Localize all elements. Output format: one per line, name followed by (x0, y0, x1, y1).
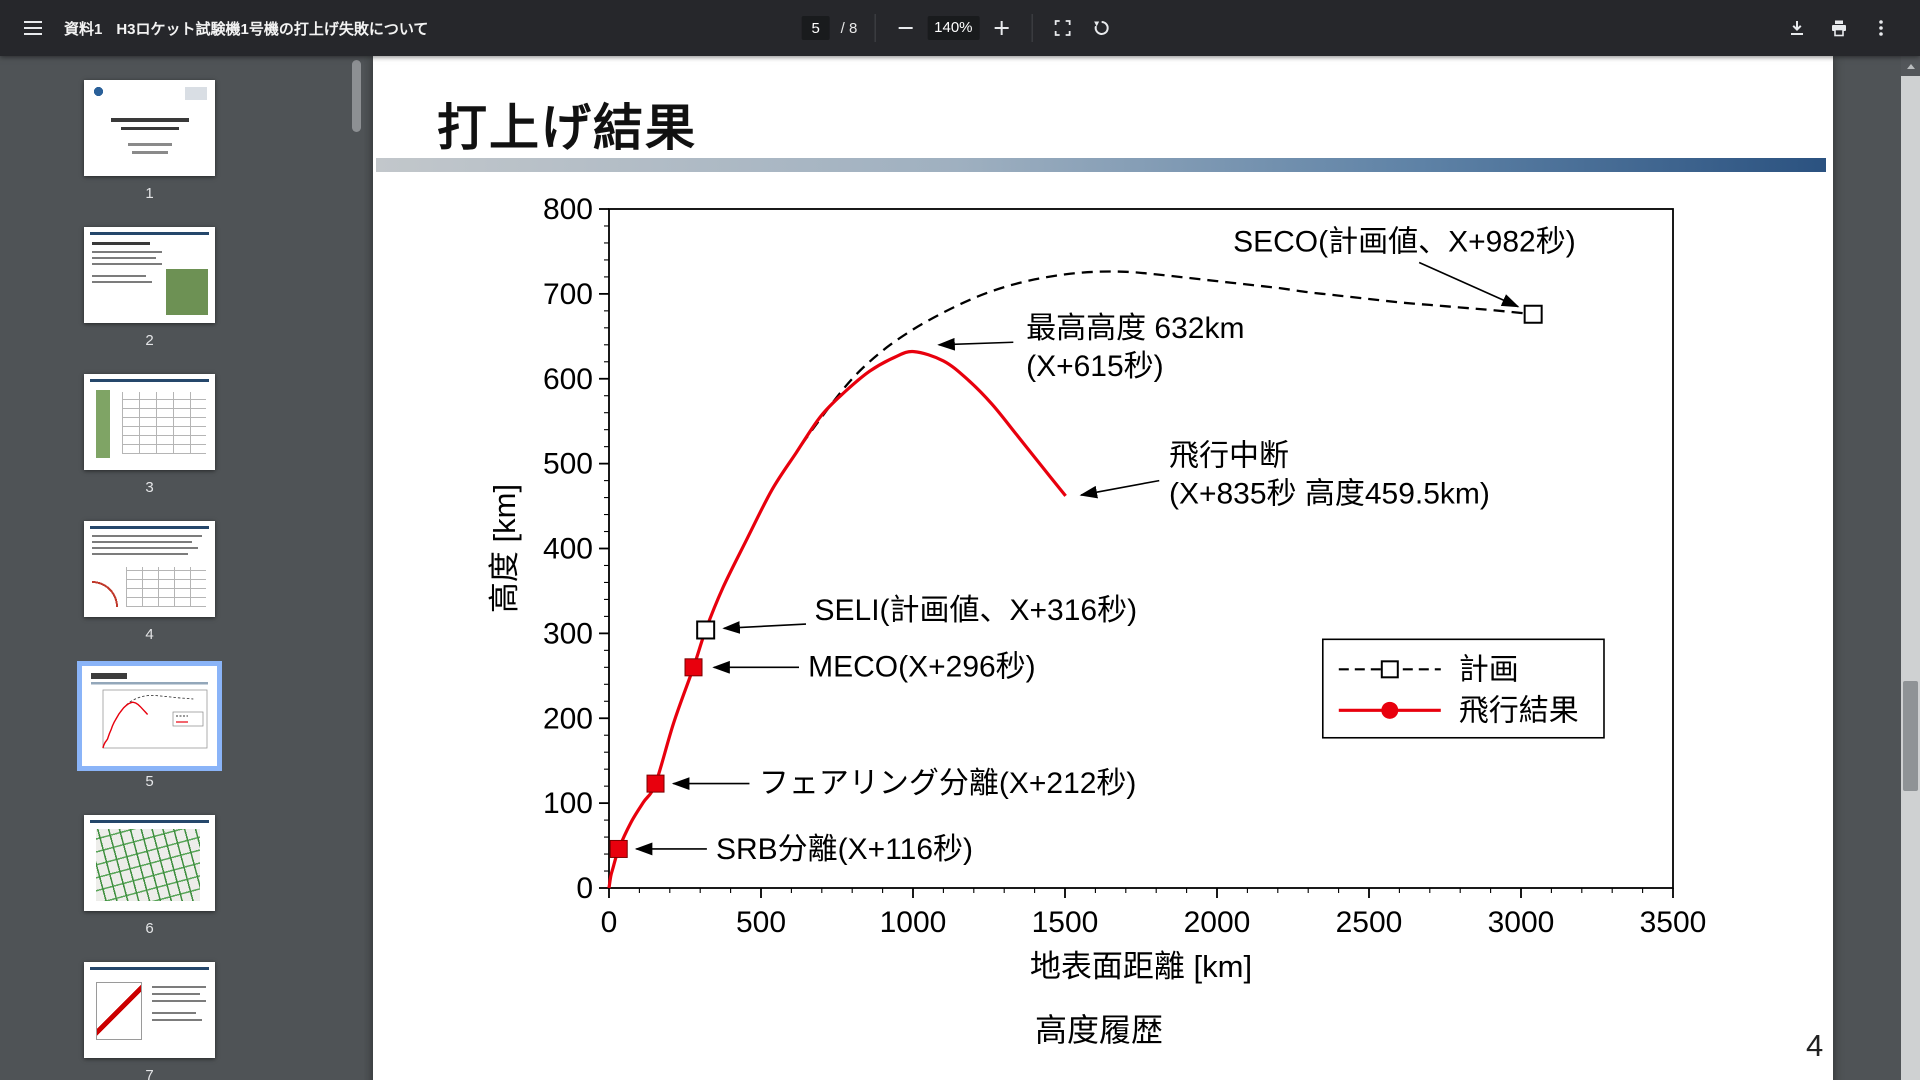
svg-text:2500: 2500 (1336, 906, 1403, 939)
menu-button[interactable] (16, 11, 50, 45)
minus-icon (898, 27, 913, 29)
slide-title: 打上げ結果 (437, 100, 697, 156)
svg-text:MECO(X+296秒): MECO(X+296秒) (808, 651, 1036, 684)
rotate-ccw-icon (1093, 20, 1109, 35)
hamburger-icon (24, 21, 42, 35)
svg-text:飛行中断: 飛行中断 (1169, 439, 1289, 472)
svg-text:700: 700 (543, 278, 593, 311)
thumbnail-page-3[interactable]: 3 (84, 374, 215, 496)
thumbnail-page-2[interactable]: 2 (84, 227, 215, 349)
thumbnail-image[interactable] (84, 815, 215, 911)
rotate-button[interactable] (1084, 11, 1118, 45)
svg-text:フェアリング分離(X+212秒): フェアリング分離(X+212秒) (759, 767, 1137, 800)
print-button[interactable] (1822, 11, 1856, 45)
zoom-in-button[interactable] (984, 11, 1018, 45)
document-title-prefix: 資料1 (64, 20, 103, 38)
sidebar-scrollbar-thumb[interactable] (352, 60, 361, 132)
printer-icon (1832, 20, 1846, 37)
thumbnail-chart-preview (91, 673, 208, 749)
svg-text:(X+615秒): (X+615秒) (1026, 350, 1164, 383)
svg-text:200: 200 (543, 702, 593, 735)
fit-page-icon (1054, 20, 1071, 36)
sidebar-scrollbar[interactable] (352, 58, 363, 1078)
scroll-up-button[interactable] (1901, 56, 1920, 76)
plus-icon (994, 21, 1009, 35)
thumbnail-sidebar: 1 2 3 4 5 6 7 (0, 56, 364, 1080)
zoom-level: 140% (927, 16, 980, 40)
svg-text:500: 500 (543, 448, 593, 481)
thumbnail-image[interactable] (84, 80, 215, 176)
altitude-history-chart: 0 100 200 300 400 500 600 700 800 0 500 1000 1500 200… (487, 193, 1707, 1048)
svg-text:SECO(計画値、X+982秒): SECO(計画値、X+982秒) (1233, 225, 1576, 258)
pdf-viewer[interactable]: 打上げ結果 0 100 200 300 400 500 600 700 800 0 500 1000 1… (364, 56, 1901, 1080)
svg-text:SELI(計画値、X+316秒): SELI(計画値、X+316秒) (815, 594, 1138, 627)
thumbnail-number: 2 (145, 332, 154, 349)
thumbnail-page-4[interactable]: 4 (84, 521, 215, 643)
thumbnail-number: 3 (145, 479, 154, 496)
page-count-label: / 8 (840, 19, 858, 37)
download-button[interactable] (1780, 11, 1814, 45)
svg-text:1000: 1000 (880, 906, 947, 939)
svg-text:500: 500 (736, 906, 786, 939)
zoom-out-button[interactable] (888, 11, 922, 45)
svg-text:600: 600 (543, 363, 593, 396)
thumbnail-page-5[interactable]: 5 (84, 668, 215, 790)
svg-text:400: 400 (543, 533, 593, 566)
slide-page-number: 4 (1806, 1028, 1824, 1063)
thumbnail-number: 6 (145, 920, 154, 937)
download-icon (1791, 21, 1803, 35)
thumbnail-number: 5 (145, 773, 154, 790)
thumbnail-image[interactable] (84, 668, 215, 764)
svg-text:0: 0 (576, 872, 593, 905)
svg-text:2000: 2000 (1184, 906, 1251, 939)
svg-text:SRB分離(X+116秒): SRB分離(X+116秒) (716, 833, 973, 866)
page-number-input[interactable] (801, 16, 830, 40)
svg-text:1500: 1500 (1032, 906, 1099, 939)
fit-page-button[interactable] (1045, 11, 1079, 45)
title-underline-bar (376, 158, 1826, 172)
pdf-toolbar: 資料1 H3ロケット試験機1号機の打上げ失敗について / 8 140% (0, 0, 1920, 56)
svg-text:3000: 3000 (1488, 906, 1555, 939)
svg-text:800: 800 (543, 193, 593, 226)
svg-text:計画: 計画 (1459, 653, 1519, 686)
svg-text:3500: 3500 (1640, 906, 1707, 939)
svg-text:高度 [km]: 高度 [km] (487, 484, 522, 613)
svg-text:高度履歴: 高度履歴 (1035, 1012, 1163, 1048)
document-title-text: H3ロケット試験機1号機の打上げ失敗について (116, 20, 429, 38)
thumbnail-page-1[interactable]: 1 (84, 80, 215, 202)
svg-text:最高高度 632km: 最高高度 632km (1026, 312, 1244, 345)
pdf-page: 打上げ結果 0 100 200 300 400 500 600 700 800 0 500 1000 1… (373, 56, 1833, 1080)
toolbar-divider (1031, 14, 1033, 42)
thumbnail-number: 7 (145, 1067, 154, 1080)
svg-text:地表面距離 [km]: 地表面距離 [km] (1030, 949, 1252, 984)
svg-text:飛行結果: 飛行結果 (1459, 694, 1579, 727)
thumbnail-image[interactable] (84, 227, 215, 323)
toolbar-divider (874, 14, 876, 42)
svg-text:100: 100 (543, 787, 593, 820)
thumbnail-list: 1 2 3 4 5 6 7 (0, 56, 364, 1080)
document-title: 資料1 H3ロケット試験機1号機の打上げ失敗について (64, 18, 428, 39)
more-options-button[interactable] (1864, 11, 1898, 45)
thumbnail-image[interactable] (84, 521, 215, 617)
thumbnail-page-6[interactable]: 6 (84, 815, 215, 937)
svg-text:(X+835秒 高度459.5km): (X+835秒 高度459.5km) (1169, 477, 1490, 510)
svg-text:300: 300 (543, 617, 593, 650)
thumbnail-page-7[interactable]: 7 (84, 962, 215, 1080)
window-scrollbar[interactable] (1901, 56, 1920, 1080)
thumbnail-number: 4 (145, 626, 154, 643)
thumbnail-image[interactable] (84, 374, 215, 470)
thumbnail-number: 1 (145, 185, 154, 202)
vertical-ellipsis-icon (1879, 20, 1883, 36)
window-scrollbar-thumb[interactable] (1903, 681, 1918, 791)
svg-text:0: 0 (601, 906, 618, 939)
thumbnail-image[interactable] (84, 962, 215, 1058)
